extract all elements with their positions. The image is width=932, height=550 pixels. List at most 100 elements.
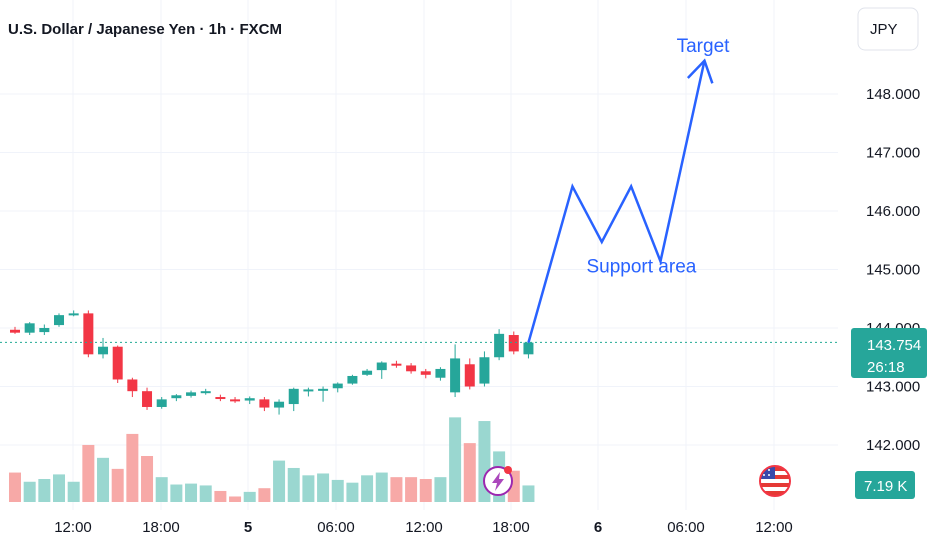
volume-bar [273, 460, 286, 502]
volume-bar [419, 479, 432, 502]
candle [230, 397, 241, 403]
candle [186, 390, 197, 398]
volume-bar [126, 433, 139, 502]
candle [303, 387, 314, 397]
candle-body [142, 391, 153, 407]
candle [450, 344, 461, 398]
candle [435, 367, 446, 381]
candle-body [171, 395, 182, 399]
volume-bar [522, 485, 535, 502]
candle-body [347, 375, 358, 384]
volume-bar [346, 482, 359, 502]
candle-body [215, 397, 226, 400]
volume-bar [317, 473, 330, 502]
volume-bar [243, 491, 256, 502]
volume-bar [229, 496, 242, 502]
trend-drawing[interactable] [527, 58, 714, 343]
candle [420, 368, 431, 379]
time-tick-label: 12:00 [755, 519, 793, 536]
us-flag-icon[interactable] [759, 465, 791, 497]
candle-body [98, 346, 109, 355]
candle-body [406, 365, 417, 372]
candle-body [68, 313, 79, 316]
volume-bar [361, 475, 374, 502]
price-axis-panel [838, 0, 932, 510]
candle-body [508, 335, 519, 352]
candle-body [54, 315, 65, 326]
volume-bar [405, 477, 418, 502]
currency-button-label: JPY [870, 21, 898, 38]
candle [39, 324, 50, 336]
candles [10, 310, 534, 415]
time-tick-label: 6 [594, 519, 602, 536]
price-tick-label: 142.000 [866, 437, 920, 454]
candle-body [318, 388, 329, 391]
volume-bar [53, 474, 66, 502]
candle [332, 382, 343, 393]
candle-body [10, 329, 20, 333]
target-label: Target [677, 36, 731, 57]
candle-body [186, 392, 197, 396]
candle-body [303, 389, 314, 392]
time-tick-label: 12:00 [405, 519, 443, 536]
candle [523, 339, 534, 359]
candle-countdown: 26:18 [867, 359, 905, 376]
volume-bar [375, 472, 388, 502]
volume-bar [214, 490, 227, 502]
volume-bars [9, 417, 535, 502]
currency-button[interactable] [857, 7, 919, 51]
candle-body [288, 388, 299, 405]
grid [0, 0, 838, 510]
candle [171, 394, 182, 402]
candle [508, 331, 519, 355]
volume-bar [38, 479, 51, 502]
candle-body [112, 346, 123, 380]
price-tick-label: 148.000 [866, 86, 920, 103]
volume-bar [185, 483, 198, 502]
volume-bar [434, 477, 447, 502]
volume-bar [302, 475, 315, 502]
candle-body [494, 333, 505, 358]
volume-bar [170, 484, 183, 502]
candle [347, 374, 358, 385]
candle [494, 329, 505, 361]
arrow-head[interactable] [686, 58, 714, 84]
candle [200, 388, 211, 395]
time-tick-label: 12:00 [54, 519, 92, 536]
candle-body [259, 399, 270, 408]
candle-body [127, 379, 138, 392]
time-axis[interactable]: 12:00 18:00 5 06:00 12:00 18:00 6 06:00 12:00 [54, 519, 793, 536]
candle [259, 397, 270, 412]
price-tick-label: 143.000 [866, 379, 920, 396]
candle-body [435, 368, 446, 378]
volume-bar [463, 443, 476, 502]
candle [288, 387, 299, 412]
time-tick-label: 18:00 [492, 519, 530, 536]
candle-body [274, 401, 285, 408]
lightning-icon[interactable] [483, 466, 513, 496]
volume-bar [199, 485, 212, 502]
candle-body [479, 357, 490, 384]
volume-bar [9, 472, 21, 502]
trend-path[interactable] [527, 60, 706, 343]
volume-bar [111, 468, 124, 502]
candle [68, 310, 79, 317]
candle [83, 310, 94, 358]
candle-body [420, 371, 431, 375]
candle [318, 386, 329, 402]
candle [112, 345, 123, 383]
candle [215, 394, 226, 402]
candle [406, 363, 417, 374]
volume-bar [449, 417, 462, 502]
candle-body [156, 399, 167, 407]
candle [479, 351, 490, 387]
candle-body [39, 328, 50, 333]
candle [391, 360, 402, 368]
volume-bar [141, 456, 154, 502]
candle-body [332, 383, 343, 389]
drawing-labels: Target Support area [586, 36, 730, 278]
volume-bar [258, 488, 271, 502]
candle [24, 322, 35, 336]
support-area-label: Support area [586, 256, 696, 277]
candle [156, 397, 167, 409]
